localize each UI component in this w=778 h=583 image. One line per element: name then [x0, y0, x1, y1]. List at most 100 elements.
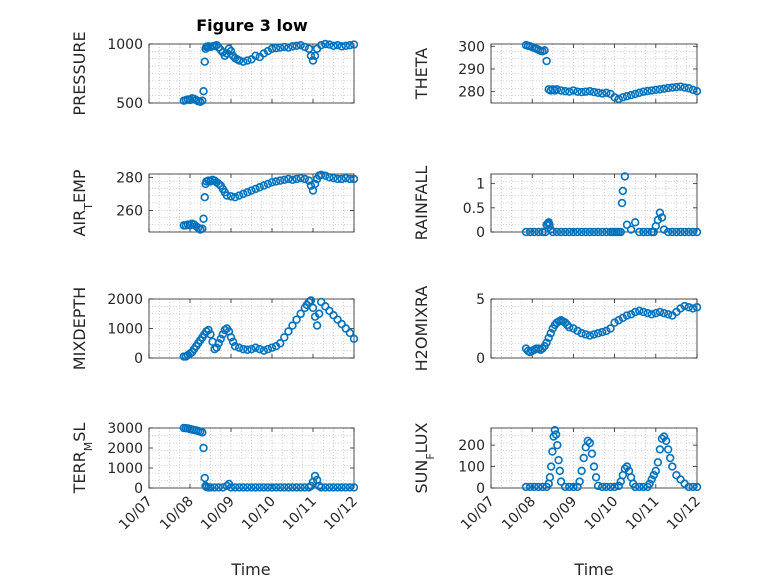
data-point — [589, 462, 599, 471]
data-point — [560, 227, 570, 237]
axes-box — [148, 173, 355, 233]
data-point — [247, 344, 256, 354]
data-point — [226, 46, 236, 56]
y-tick-label: 300 — [458, 39, 485, 55]
data-point — [649, 470, 658, 480]
data-point — [617, 198, 627, 208]
y-axis-label-main: MIXDEPTH — [70, 287, 89, 370]
y-axis-label: MIXDEPTH — [70, 287, 89, 370]
data-point — [651, 308, 660, 318]
data-point — [684, 84, 693, 93]
data-point — [276, 339, 285, 348]
data-point — [296, 40, 305, 50]
data-point — [325, 306, 334, 315]
data-point — [267, 44, 277, 53]
data-point — [569, 227, 578, 237]
data-point — [639, 482, 648, 492]
data-point — [614, 316, 623, 325]
y-axis-label: AIRTEMP — [70, 169, 95, 236]
data-point — [583, 436, 593, 446]
data-point — [635, 227, 644, 237]
data-point — [598, 227, 607, 237]
data-point — [534, 482, 543, 492]
data-point — [300, 42, 309, 52]
data-point — [610, 318, 619, 327]
y-tick-label: 260 — [116, 203, 143, 219]
data-point — [296, 173, 305, 183]
data-point — [556, 227, 566, 237]
data-point — [292, 483, 301, 492]
data-point — [226, 483, 236, 492]
data-point — [308, 56, 318, 65]
data-point — [288, 321, 297, 330]
y-tick-label: 0 — [476, 481, 485, 497]
data-point — [655, 445, 665, 454]
data-point — [676, 227, 685, 237]
axes-box — [490, 43, 698, 104]
data-point — [235, 191, 244, 200]
data-point — [659, 432, 669, 441]
data-point — [206, 330, 215, 339]
y-axis-label-main: PRESSURE — [70, 31, 89, 115]
data-point — [639, 87, 648, 96]
data-point — [321, 39, 330, 49]
y-tick-label: 2000 — [107, 441, 143, 457]
panel-rainfall: 0 0.5 1 RAINFALL — [412, 166, 702, 241]
data-point — [546, 462, 556, 471]
data-point — [530, 227, 539, 237]
data-point — [306, 296, 316, 305]
data-point — [280, 175, 289, 185]
data-point — [606, 482, 615, 492]
data-point — [239, 344, 248, 354]
data-point — [610, 482, 619, 492]
data-point — [620, 172, 630, 181]
data-point — [310, 51, 320, 60]
data-point — [651, 85, 660, 95]
data-point — [288, 175, 297, 185]
data-point — [222, 191, 232, 200]
data-point — [663, 445, 673, 454]
data-point — [552, 85, 562, 94]
data-point — [591, 473, 601, 482]
data-point — [661, 436, 671, 446]
data-point — [542, 338, 551, 347]
y-axis-label-rest: EMP — [70, 169, 89, 203]
data-point — [581, 227, 590, 237]
y-tick-label: 1000 — [107, 37, 143, 53]
data-point — [630, 218, 640, 227]
data-point — [663, 83, 673, 93]
data-point — [565, 482, 574, 492]
axes-box — [148, 43, 355, 104]
y-axis-label: H2OMIXRA — [412, 286, 431, 372]
data-point — [210, 483, 219, 492]
data-point — [226, 192, 236, 201]
data-point — [680, 227, 689, 237]
data-point — [581, 330, 590, 339]
data-point — [198, 224, 207, 233]
data-point — [676, 82, 685, 91]
data-point — [200, 57, 209, 66]
data-points — [521, 40, 702, 104]
data-point — [267, 343, 277, 352]
data-point — [668, 83, 677, 92]
data-point — [329, 483, 338, 492]
data-point — [672, 227, 681, 237]
y-tick-label: 1000 — [107, 461, 143, 477]
y-axis-label: PRESSURE — [70, 31, 89, 115]
data-point — [643, 308, 652, 318]
data-point — [521, 482, 531, 492]
data-points — [521, 425, 702, 492]
data-point — [325, 483, 334, 492]
data-point — [651, 466, 660, 476]
data-point — [251, 343, 260, 352]
data-point — [263, 344, 273, 354]
data-point — [349, 334, 359, 344]
data-points — [179, 170, 359, 234]
data-point — [569, 86, 578, 95]
y-axis-label-subscript: F — [424, 453, 437, 459]
data-point — [610, 93, 619, 102]
data-point — [333, 40, 342, 50]
data-point — [573, 87, 582, 96]
data-point — [659, 84, 669, 93]
data-point — [267, 178, 277, 187]
